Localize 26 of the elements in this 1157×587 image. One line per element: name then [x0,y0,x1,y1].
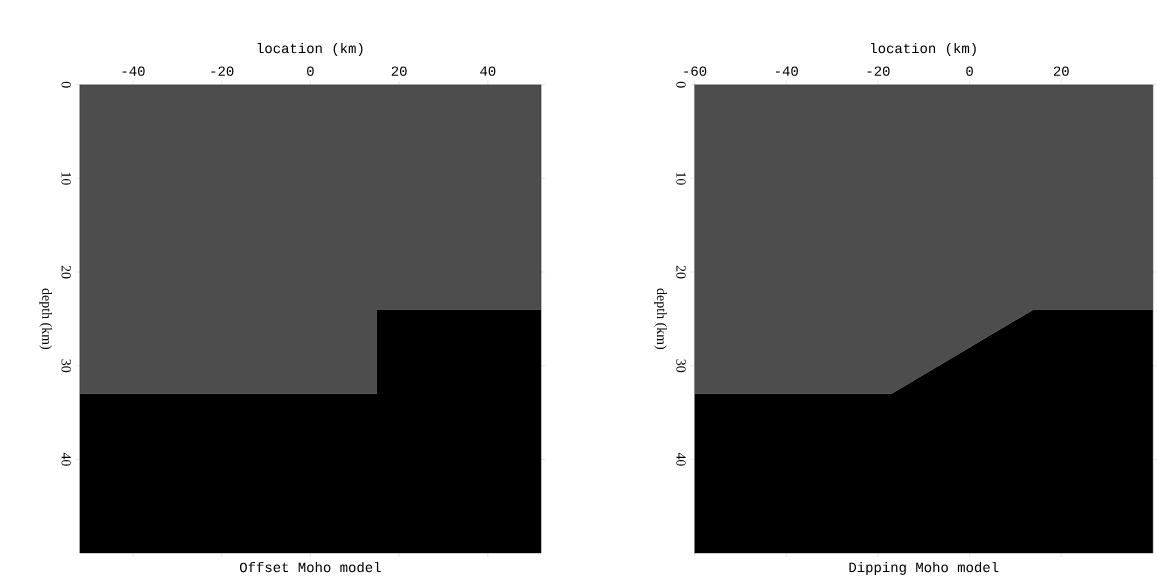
x-axis-title: location (km) [257,42,363,56]
y-axis-title: depth (km) [654,288,667,350]
x-tick-label: 20 [391,66,407,76]
y-tick-label: 10 [61,172,71,185]
x-tick-label: 0 [307,66,314,76]
x-tick-label: -60 [684,66,707,76]
text: Dipping Moho model [849,561,999,575]
y-tick-label: 0 [61,81,71,88]
y-tick-label: 30 [61,359,71,373]
x-axis-title: location (km) [871,42,976,56]
y-tick-label: 20 [61,265,71,279]
x-tick-label: 40 [480,66,496,76]
x-tick-label: -40 [122,66,145,76]
y-tick-label: 40 [61,452,71,466]
y-tick-label: 10 [676,172,686,185]
x-tick-label: -20 [211,66,234,76]
y-tick-label: 20 [676,265,686,279]
x-tick-label: 0 [966,66,973,76]
y-axis-title: depth (km) [39,288,52,350]
y-tick-label: 40 [676,452,686,466]
y-tick-label: 30 [676,359,686,373]
y-tick-label: 0 [676,81,686,88]
x-tick-label: -40 [775,66,798,76]
x-tick-label: 20 [1053,66,1069,76]
x-tick-label: -20 [867,66,890,76]
text: Offset Moho model [239,561,381,573]
